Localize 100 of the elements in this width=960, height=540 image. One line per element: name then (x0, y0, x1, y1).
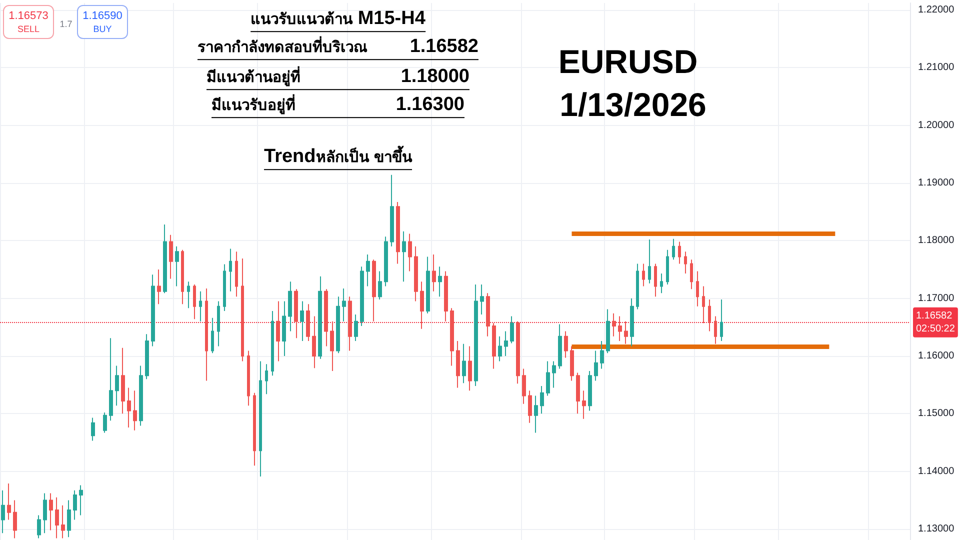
ref-line-label: 1.16582 02:50:22 (916, 310, 956, 334)
candlestick (145, 334, 149, 380)
candlestick (618, 316, 622, 342)
candlestick (271, 310, 274, 376)
candlestick (133, 390, 137, 431)
candlestick (624, 320, 628, 344)
candlestick (342, 288, 346, 322)
candlestick (79, 484, 83, 516)
annotation: 1.7 (60, 18, 72, 30)
candlestick (139, 365, 143, 426)
candlestick (444, 270, 448, 322)
candlestick (157, 268, 161, 305)
text: EURUSD (558, 43, 698, 81)
candlestick (564, 330, 568, 358)
candlestick (498, 336, 502, 362)
candlestick (73, 490, 77, 520)
text: ราคากำลังทดสอบที่บริเวณ 1.16582 (198, 36, 478, 58)
candlestick (175, 246, 179, 287)
candlestick (630, 298, 634, 347)
candlestick (193, 284, 196, 320)
annotation: แนวรับแนวต้าน M15-H4 (250, 8, 426, 30)
candlestick (642, 263, 645, 287)
candlestick (408, 233, 412, 272)
candlestick (480, 284, 484, 315)
candlestick (7, 482, 11, 520)
candlestick (366, 254, 370, 287)
candlestick (588, 370, 592, 412)
annotation: SELL (17, 23, 40, 35)
text: มีแนวรับอยู่ที่ 1.16300 (212, 94, 464, 116)
candlestick (247, 350, 250, 406)
candlestick (636, 263, 639, 310)
candlestick (294, 288, 298, 339)
candlestick (492, 322, 496, 370)
candlestick (253, 392, 256, 466)
candlestick (672, 238, 675, 260)
annotation: Trendหลักเป็น ขาขึ้น (264, 146, 412, 168)
candlestick (49, 492, 53, 531)
text: 1/13/2026 (560, 86, 706, 124)
candlestick (115, 365, 119, 406)
candlestick (420, 281, 424, 330)
candlestick (540, 385, 544, 414)
candlestick (306, 304, 310, 342)
candlestick (235, 251, 238, 298)
candlestick (109, 338, 113, 422)
candlestick (360, 266, 364, 327)
candlestick (229, 248, 232, 292)
text: มีแนวต้านอยู่ที่ 1.18000 (206, 66, 470, 88)
candlestick (438, 266, 442, 298)
y-tick-label: 1.14000 (918, 466, 955, 477)
candlestick (241, 258, 244, 362)
annotation: BUY (93, 23, 112, 35)
candlestick (348, 296, 352, 352)
candlestick (528, 390, 532, 424)
candlestick (702, 286, 705, 324)
candlestick (552, 360, 556, 388)
y-tick-label: 1.17000 (918, 292, 955, 304)
candlestick (486, 292, 490, 337)
candlestick (169, 234, 173, 280)
candlestick (432, 254, 436, 292)
candlestick (288, 281, 292, 332)
candlestick (55, 496, 59, 539)
candlestick (414, 246, 418, 302)
candlestick (318, 276, 322, 360)
candlestick (666, 249, 669, 285)
candlestick (223, 264, 226, 312)
candlestick (354, 314, 358, 342)
sell-button: 1.16573 SELL (3, 5, 54, 39)
candlestick (516, 320, 520, 384)
candlestick (259, 360, 262, 478)
candlestick (462, 343, 466, 384)
y-tick-label: 1.22000 (918, 4, 955, 16)
candlestick (558, 324, 562, 370)
candlestick (606, 308, 610, 354)
candlestick (187, 281, 190, 309)
candlestick (61, 504, 65, 539)
y-tick-label: 1.20000 (918, 120, 955, 131)
candlestick (612, 312, 616, 337)
candlestick (312, 316, 316, 369)
candlestick (696, 270, 699, 307)
candlestick (336, 296, 340, 354)
candlestick (474, 284, 478, 386)
candlestick (714, 316, 717, 344)
y-tick-label: 1.21000 (918, 62, 955, 74)
candlestick (546, 360, 550, 396)
y-tick-label: 1.15000 (918, 408, 955, 420)
buy-button: 1.16590 BUY (77, 5, 128, 39)
candlestick (654, 263, 657, 298)
candlestick (199, 290, 202, 322)
candlestick (576, 372, 580, 414)
candlestick (300, 300, 304, 342)
candlestick (181, 249, 184, 305)
candlestick (570, 346, 574, 382)
y-tick-label: 1.13000 (918, 524, 955, 535)
candlestick (151, 274, 155, 347)
candlestick (720, 298, 723, 342)
candlestick (684, 251, 687, 274)
candlestick (276, 300, 280, 362)
candlestick (504, 330, 508, 356)
candlestick (324, 288, 328, 347)
candlestick (67, 500, 71, 538)
